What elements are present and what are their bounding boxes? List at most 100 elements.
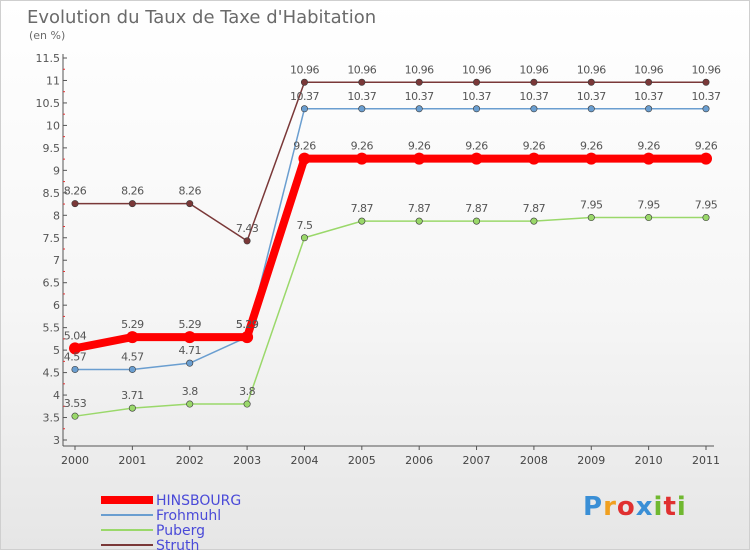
- data-label: 7.95: [637, 199, 660, 212]
- data-label: 10.96: [405, 63, 434, 76]
- data-label: 9.26: [408, 140, 431, 153]
- data-point: [645, 214, 653, 222]
- data-point: [530, 78, 538, 86]
- data-label: 5.29: [121, 318, 144, 331]
- data-point: [702, 214, 710, 222]
- data-label: 3.71: [121, 389, 144, 402]
- data-point: [587, 214, 595, 222]
- data-label: 7.95: [695, 199, 718, 212]
- data-label: 7.95: [580, 199, 603, 212]
- y-tick-label: 3.5: [43, 412, 61, 425]
- x-tick-label: 2011: [692, 454, 720, 467]
- data-point: [473, 105, 481, 113]
- y-tick-label: 6.5: [43, 277, 61, 290]
- data-label: 3.8: [182, 385, 198, 398]
- data-label: 3.8: [239, 385, 255, 398]
- legend-swatch-frohmuhl: [101, 514, 153, 516]
- data-point: [358, 105, 366, 113]
- y-tick-label: 9.5: [43, 142, 61, 155]
- x-tick-label: 2005: [348, 454, 376, 467]
- data-point: [298, 152, 311, 165]
- data-label: 10.37: [347, 90, 376, 103]
- x-tick-label: 2001: [118, 454, 146, 467]
- data-label: 8.26: [64, 185, 87, 198]
- logo-letter: r: [603, 492, 617, 522]
- data-label: 10.37: [462, 90, 491, 103]
- data-point: [300, 105, 308, 113]
- y-tick-label: 4.5: [43, 367, 61, 380]
- data-label: 10.37: [634, 90, 663, 103]
- data-label: 10.96: [634, 63, 663, 76]
- data-point: [358, 217, 366, 225]
- y-tick-label: 11.5: [36, 52, 61, 65]
- y-tick-label: 5.5: [43, 322, 61, 335]
- data-label: 9.26: [637, 140, 660, 153]
- data-point: [413, 152, 426, 165]
- series-line-frohmuhl: [74, 108, 707, 371]
- legend-label-puberg: Puberg: [156, 523, 205, 539]
- data-point: [71, 365, 79, 373]
- data-label: 9.26: [351, 140, 374, 153]
- y-tick-label: 3: [53, 434, 60, 447]
- data-label: 9.26: [580, 140, 603, 153]
- logo-letter: o: [616, 492, 636, 522]
- series-line-struth: [74, 81, 707, 242]
- data-point: [183, 331, 196, 344]
- legend-label-hinsbourg: HINSBOURG: [156, 493, 242, 509]
- logo-letter: i: [676, 492, 687, 522]
- series-line-puberg: [74, 216, 707, 417]
- legend-swatch-struth: [101, 544, 153, 546]
- data-label: 5.29: [178, 318, 201, 331]
- data-label: 9.26: [695, 140, 718, 153]
- x-tick-label: 2009: [577, 454, 605, 467]
- data-label: 10.37: [519, 90, 548, 103]
- y-tick-label: 10.5: [36, 97, 61, 110]
- data-point: [69, 342, 81, 355]
- legend-swatch-puberg: [101, 529, 153, 531]
- data-point: [128, 365, 136, 373]
- data-point: [702, 78, 710, 86]
- data-label: 3.53: [64, 397, 87, 410]
- data-label: 7.87: [408, 202, 431, 215]
- data-label: 4.71: [178, 344, 201, 357]
- data-point: [186, 200, 194, 208]
- x-tick-label: 2002: [176, 454, 204, 467]
- data-label: 9.26: [465, 140, 488, 153]
- data-point: [300, 78, 308, 86]
- y-tick-label: 9: [53, 164, 60, 177]
- data-point: [243, 237, 251, 245]
- data-label: 8.26: [121, 185, 144, 198]
- logo-letter: i: [653, 492, 664, 522]
- y-tick-label: 11: [46, 74, 60, 87]
- data-point: [415, 78, 423, 86]
- data-label: 9.26: [523, 140, 546, 153]
- data-point: [645, 78, 653, 86]
- data-label: 7.43: [236, 222, 259, 235]
- y-tick-label: 7: [53, 254, 60, 267]
- logo-letter: t: [663, 492, 677, 522]
- data-point: [415, 217, 423, 225]
- series-line-hinsbourg: [71, 154, 710, 353]
- data-point: [470, 152, 483, 165]
- y-tick-label: 4: [53, 389, 60, 402]
- y-tick-label: 8.5: [43, 187, 61, 200]
- legend-label-frohmuhl: Frohmuhl: [156, 508, 222, 524]
- data-point: [243, 400, 251, 408]
- data-point: [527, 152, 540, 165]
- proxiti-logo: Proxiti: [583, 492, 687, 522]
- data-point: [587, 78, 595, 86]
- data-label: 10.96: [290, 63, 319, 76]
- data-point: [300, 234, 308, 242]
- data-label: 7.87: [351, 202, 374, 215]
- data-point: [128, 200, 136, 208]
- data-label: 10.37: [290, 90, 319, 103]
- x-tick-label: 2007: [463, 454, 491, 467]
- data-point: [645, 105, 653, 113]
- data-label: 8.26: [178, 185, 201, 198]
- logo-letter: P: [583, 492, 604, 522]
- data-point: [358, 78, 366, 86]
- data-point: [186, 359, 194, 367]
- x-tick-label: 2006: [405, 454, 433, 467]
